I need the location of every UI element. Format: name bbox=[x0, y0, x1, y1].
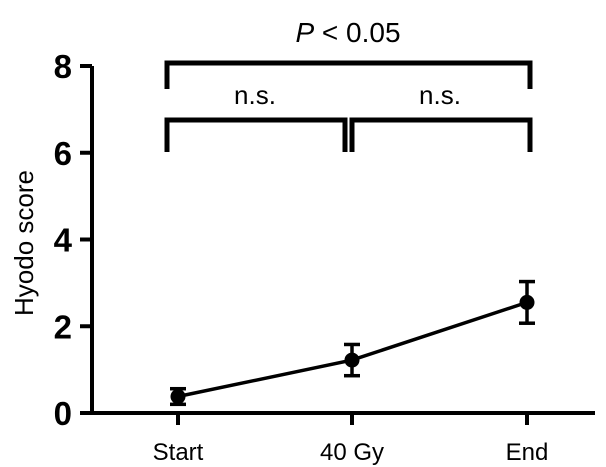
data-point-1 bbox=[344, 352, 360, 368]
x-tick-label-0: Start bbox=[153, 439, 204, 466]
y-tick-label-4: 8 bbox=[54, 48, 72, 85]
p-rest: < 0.05 bbox=[314, 17, 400, 48]
y-tick-labels: 0 2 4 6 8 bbox=[54, 48, 73, 432]
p-italic: P bbox=[295, 17, 314, 48]
bracket-overall bbox=[164, 60, 533, 89]
bracket-pair-1 bbox=[164, 117, 348, 152]
y-tick-label-0: 0 bbox=[54, 395, 72, 432]
bracket-pair-2 bbox=[349, 117, 533, 152]
x-tick-labels: Start 40 Gy End bbox=[153, 439, 549, 466]
data-point-0 bbox=[170, 389, 186, 405]
y-axis-title: Hyodo score bbox=[9, 170, 39, 316]
y-ticks bbox=[80, 64, 92, 415]
x-ticks bbox=[176, 413, 529, 425]
y-tick-label-3: 6 bbox=[54, 135, 72, 172]
significance-annotations: P < 0.05 n.s. n.s. bbox=[164, 17, 533, 152]
data-point-2 bbox=[519, 294, 535, 310]
x-tick-label-1: 40 Gy bbox=[320, 439, 384, 466]
y-tick-label-2: 4 bbox=[54, 222, 73, 259]
y-tick-label-1: 2 bbox=[54, 308, 72, 345]
ns-label-1: n.s. bbox=[234, 80, 276, 110]
p-value-label: P < 0.05 bbox=[295, 17, 400, 48]
x-tick-label-2: End bbox=[506, 439, 549, 466]
ns-label-2: n.s. bbox=[419, 80, 461, 110]
series-line bbox=[170, 279, 535, 407]
